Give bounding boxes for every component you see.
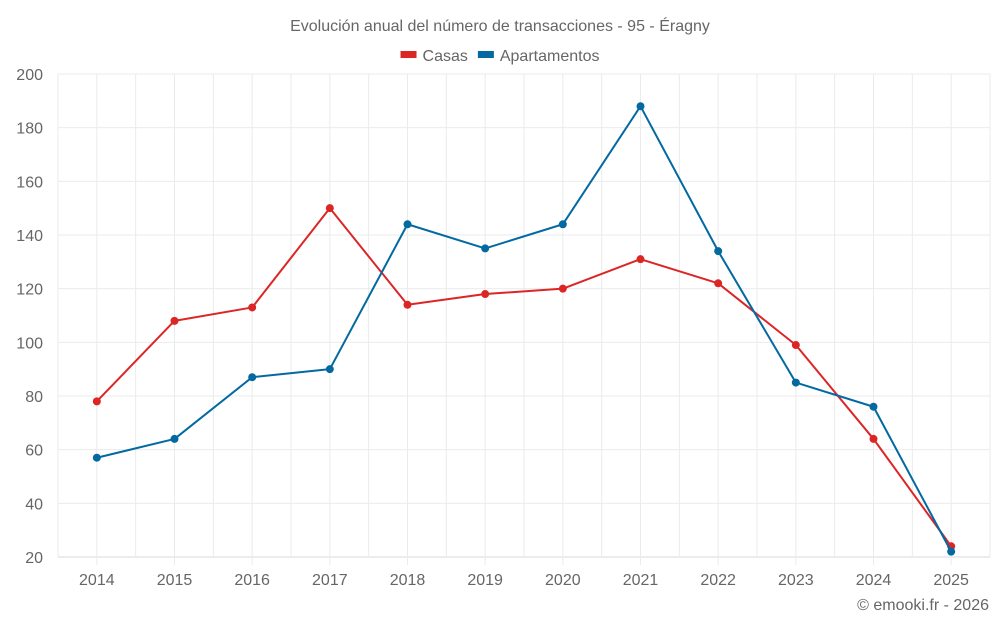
series-casas [92,204,956,551]
data-point[interactable] [481,290,490,299]
y-tick-label: 20 [25,550,43,567]
series-line [96,105,953,553]
legend-swatch [477,51,494,58]
y-tick-label: 160 [16,174,43,191]
y-tick-label: 140 [16,228,43,245]
data-point[interactable] [558,284,567,293]
series-line [96,207,952,547]
data-point[interactable] [170,316,179,325]
y-tick-label: 40 [25,496,43,513]
chart-title: Evolución anual del número de transaccio… [290,16,710,35]
x-tick-label: 2017 [312,572,348,589]
y-tick-label: 180 [16,121,43,138]
x-tick-label: 2019 [467,572,503,589]
data-point[interactable] [714,279,723,288]
y-tick-label: 60 [25,443,43,460]
credit-text: © emooki.fr - 2026 [857,597,989,614]
data-point[interactable] [869,434,878,443]
y-axis: 20 40 60 80 100 120 140 160 180 200 [16,67,43,567]
legend-item-apartamentos[interactable]: Apartamentos [477,48,600,65]
data-point[interactable] [325,204,334,213]
data-point[interactable] [558,220,567,229]
data-point[interactable] [947,547,956,556]
y-tick-label: 120 [16,282,43,299]
x-tick-label: 2016 [234,572,270,589]
data-point[interactable] [403,220,412,229]
x-axis: 2014 2015 2016 2017 2018 2019 2020 2021 2022 2023… [79,572,969,589]
data-point[interactable] [248,373,257,382]
legend-swatch [400,51,417,58]
legend-item-casas[interactable]: Casas [400,48,468,65]
x-tick-label: 2025 [933,572,969,589]
data-point[interactable] [92,453,101,462]
y-tick-label: 80 [25,389,43,406]
x-tick-label: 2018 [390,572,426,589]
data-point[interactable] [791,378,800,387]
data-point[interactable] [325,365,334,374]
y-tick-label: 200 [16,67,43,84]
legend-label: Casas [423,48,468,65]
legend-label: Apartamentos [500,48,600,65]
grid [57,73,991,565]
data-point[interactable] [636,102,645,111]
series-apartamentos [92,102,956,556]
data-point[interactable] [170,434,179,443]
data-point[interactable] [403,300,412,309]
x-tick-label: 2020 [545,572,581,589]
x-tick-label: 2014 [79,572,115,589]
data-point[interactable] [869,402,878,411]
y-tick-label: 100 [16,335,43,352]
x-tick-label: 2023 [778,572,814,589]
x-tick-label: 2024 [856,572,892,589]
data-point[interactable] [248,303,257,312]
data-point[interactable] [791,341,800,350]
x-tick-label: 2015 [157,572,193,589]
series-group [92,102,956,556]
data-point[interactable] [92,397,101,406]
data-point[interactable] [481,244,490,253]
data-point[interactable] [714,247,723,256]
x-tick-label: 2022 [700,572,736,589]
data-point[interactable] [636,255,645,264]
legend: Casas Apartamentos [400,48,600,65]
x-tick-label: 2021 [623,572,659,589]
